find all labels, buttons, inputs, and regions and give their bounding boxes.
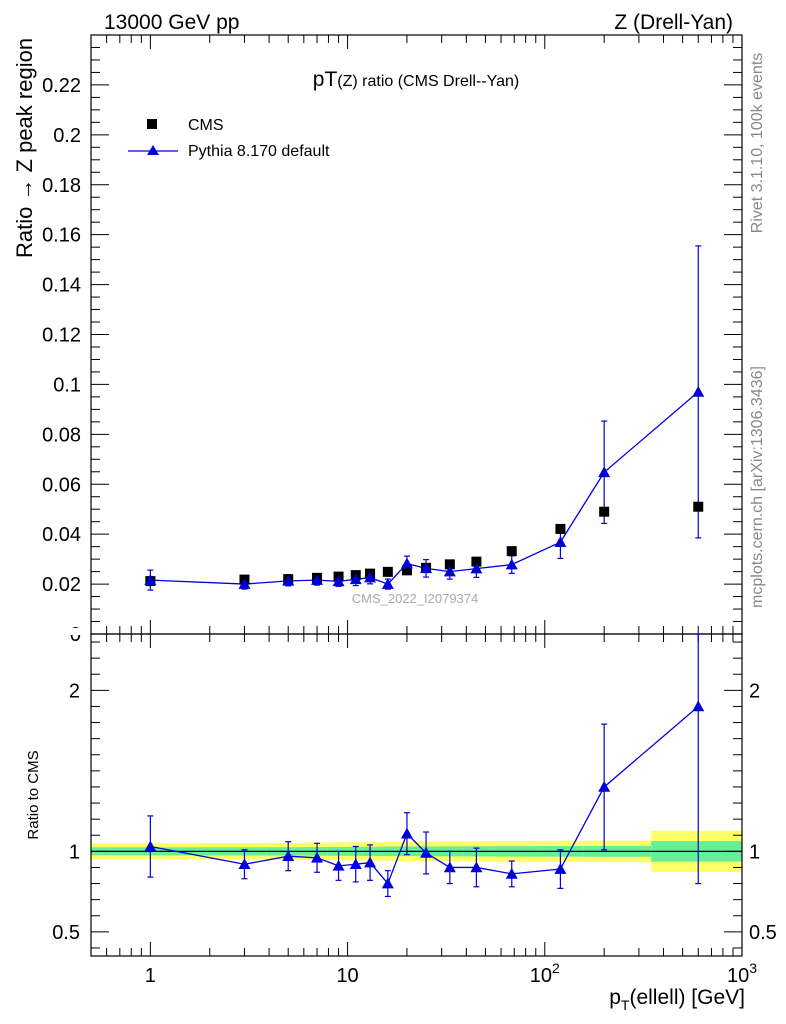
pythia-point <box>311 574 324 585</box>
pythia-point <box>554 536 567 547</box>
legend-label-pythia: Pythia 8.170 default <box>188 143 330 160</box>
ratio-point <box>554 863 567 874</box>
ratio-y-tick-label-right: 0.5 <box>749 922 777 944</box>
x-tick-label: 10 <box>336 965 358 987</box>
header-left: 13000 GeV pp <box>104 11 239 34</box>
ratio-point <box>349 858 362 870</box>
y-tick-label: 0.2 <box>53 125 81 147</box>
ratio-point <box>311 851 324 863</box>
zero-label-mask <box>66 628 86 635</box>
ratio-point <box>470 861 483 873</box>
ratio-y-tick-label: 0.5 <box>52 922 80 944</box>
plot-title: pT(Z) ratio (CMS Drell--Yan) <box>313 68 519 91</box>
legend-marker-cms <box>147 119 157 129</box>
ratio-frame <box>90 633 743 957</box>
y-tick-label: 0.06 <box>42 474 81 496</box>
mcplots-label: mcplots.cern.ch [arXiv:1306.3436] <box>749 366 766 608</box>
pythia-point <box>349 573 362 585</box>
pythia-point <box>400 557 413 569</box>
ratio-point <box>381 877 394 889</box>
y-tick-label: 0.16 <box>42 225 81 247</box>
y-tick-label: 0.02 <box>42 574 81 596</box>
pythia-point <box>420 562 433 574</box>
y-tick-label: 0.08 <box>42 424 81 446</box>
x-axis-label-rest: (ellell) [GeV] <box>629 986 745 1009</box>
pythia-point <box>598 466 611 478</box>
pythia-point <box>381 578 394 589</box>
cms-point <box>382 566 393 577</box>
ratio-point <box>692 700 705 712</box>
cms-point <box>444 559 455 570</box>
cms-point <box>555 523 566 534</box>
ratio-y-tick-label-right: 2 <box>749 680 760 702</box>
x-axis-label: pT(ellell) [GeV] <box>609 986 745 1013</box>
x-tick-label: 102 <box>530 960 560 987</box>
watermark: CMS_2022_I2079374 <box>352 591 479 606</box>
ratio-line <box>150 705 699 885</box>
ratio-point <box>420 846 433 858</box>
y-tick-label: 0.1 <box>53 374 81 396</box>
pythia-point <box>364 571 377 583</box>
legend: CMS Pythia 8.170 default <box>128 117 330 160</box>
ratio-point <box>332 859 345 871</box>
y-tick-label: 0.12 <box>42 325 81 347</box>
cms-point <box>471 556 482 567</box>
plot-title-main: pT <box>313 68 338 91</box>
ratio-ylabel: Ratio to CMS <box>25 750 42 839</box>
data-series <box>144 245 705 898</box>
y-tick-label: 0.18 <box>42 175 81 197</box>
plot-title-rest: (Z) ratio (CMS Drell--Yan) <box>337 73 519 90</box>
pythia-point <box>505 558 518 570</box>
ratio-plot-frame <box>90 633 743 957</box>
x-axis-label-main: p <box>609 986 621 1009</box>
pythia-point <box>692 385 705 397</box>
x-tick-label: 103 <box>727 960 757 987</box>
main-ylabel: Ratio → Z peak region <box>12 38 37 258</box>
ratio-point <box>505 867 518 879</box>
legend-marker-pythia <box>147 145 159 155</box>
ratio-point <box>443 861 456 873</box>
ratio-point <box>598 780 611 792</box>
ratio-point <box>364 856 377 868</box>
pythia-point <box>470 562 483 574</box>
ratio-point <box>282 850 295 861</box>
x-axis-label-sub: T <box>621 997 630 1013</box>
rivet-label: Rivet 3.1.10, 100k events <box>749 53 766 234</box>
cms-point <box>599 506 610 517</box>
ratio-y-tick-label-right: 1 <box>749 841 760 863</box>
pythia-point <box>332 575 345 587</box>
axis-ticks: 11010210300.020.040.060.080.10.120.140.1… <box>42 34 777 987</box>
y-tick-label: 0.22 <box>42 75 81 97</box>
cms-point <box>506 546 517 557</box>
pythia-point <box>443 565 456 577</box>
pythia-point <box>238 578 251 589</box>
cms-point <box>693 501 704 512</box>
ratio-uncertainty-bands <box>91 830 742 872</box>
ratio-point <box>238 858 251 870</box>
pythia-point <box>282 574 295 586</box>
cms-point <box>401 565 412 576</box>
pythia-line <box>150 391 699 585</box>
y-tick-label: 0.04 <box>42 524 81 546</box>
legend-label-cms: CMS <box>188 117 224 134</box>
x-tick-label: 1 <box>145 965 156 987</box>
ratio-point <box>144 840 157 852</box>
pythia-point <box>144 574 157 585</box>
ratio-point <box>400 827 413 839</box>
ratio-y-tick-label: 1 <box>69 841 80 863</box>
ratio-y-tick-label: 2 <box>69 680 80 702</box>
header-right: Z (Drell-Yan) <box>614 11 733 34</box>
y-tick-label: 0.14 <box>42 275 81 297</box>
